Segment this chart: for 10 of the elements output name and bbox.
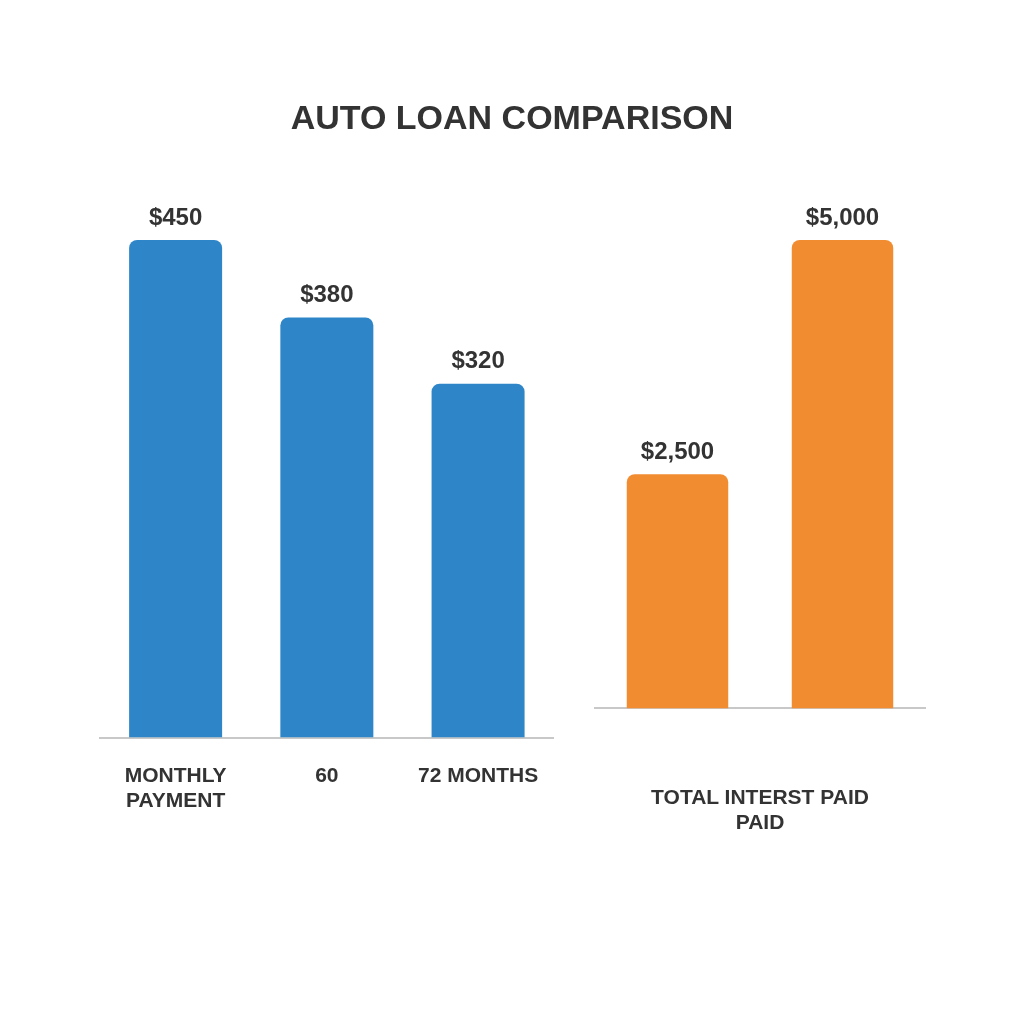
data-label: $2,500 xyxy=(640,436,715,464)
chart-title: AUTO LOAN COMPARISON xyxy=(289,98,735,137)
x-tick-label: MONTHLY PAYMENT xyxy=(124,763,227,812)
x-axis-title: TOTAL INTERST PAID PAID xyxy=(651,785,869,834)
data-label: $320 xyxy=(451,346,505,374)
data-label: $450 xyxy=(148,202,203,230)
x-tick-label: 60 xyxy=(315,763,339,786)
data-label: $5,000 xyxy=(805,202,880,230)
x-tick-label: 72 MONTHS xyxy=(417,763,539,786)
data-label: $380 xyxy=(300,280,354,308)
